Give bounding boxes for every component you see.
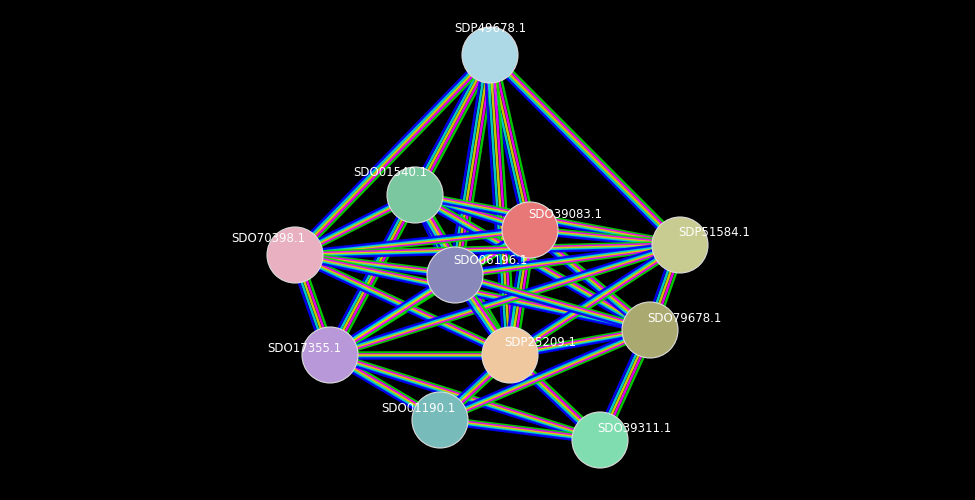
Circle shape	[482, 327, 538, 383]
Circle shape	[462, 27, 518, 83]
Text: SDP49678.1: SDP49678.1	[454, 22, 526, 35]
Text: SDO06196.1: SDO06196.1	[452, 254, 527, 266]
Circle shape	[302, 327, 358, 383]
Text: SDP51584.1: SDP51584.1	[678, 226, 750, 238]
Circle shape	[652, 217, 708, 273]
Text: SDO39311.1: SDO39311.1	[597, 422, 671, 434]
Text: SDO17355.1: SDO17355.1	[267, 342, 341, 354]
Circle shape	[267, 227, 323, 283]
Text: SDO39083.1: SDO39083.1	[528, 208, 602, 222]
Text: SDO01190.1: SDO01190.1	[381, 402, 455, 414]
Text: SDO70398.1: SDO70398.1	[231, 232, 305, 244]
Circle shape	[387, 167, 443, 223]
Circle shape	[502, 202, 558, 258]
Circle shape	[412, 392, 468, 448]
Text: SDO79678.1: SDO79678.1	[646, 312, 722, 324]
Circle shape	[427, 247, 483, 303]
Text: SDO01540.1: SDO01540.1	[353, 166, 427, 178]
Circle shape	[622, 302, 678, 358]
Circle shape	[572, 412, 628, 468]
Text: SDP25209.1: SDP25209.1	[504, 336, 576, 348]
